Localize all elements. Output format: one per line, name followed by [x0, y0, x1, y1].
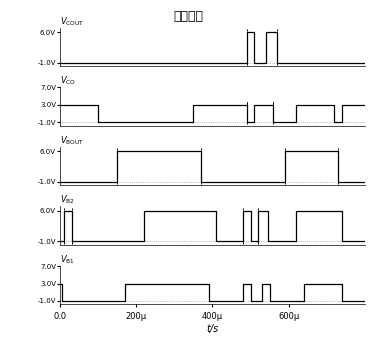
Text: $V_{\mathrm{B1}}$: $V_{\mathrm{B1}}$ [60, 254, 75, 266]
Text: $V_{\mathrm{COUT}}$: $V_{\mathrm{COUT}}$ [60, 15, 84, 28]
Text: 瞬态响应: 瞬态响应 [173, 10, 203, 24]
Text: $V_{\mathrm{BOUT}}$: $V_{\mathrm{BOUT}}$ [60, 134, 84, 147]
X-axis label: t/s: t/s [206, 324, 218, 334]
Text: $V_{\mathrm{B2}}$: $V_{\mathrm{B2}}$ [60, 194, 75, 207]
Text: $V_{\mathrm{CO}}$: $V_{\mathrm{CO}}$ [60, 75, 76, 87]
